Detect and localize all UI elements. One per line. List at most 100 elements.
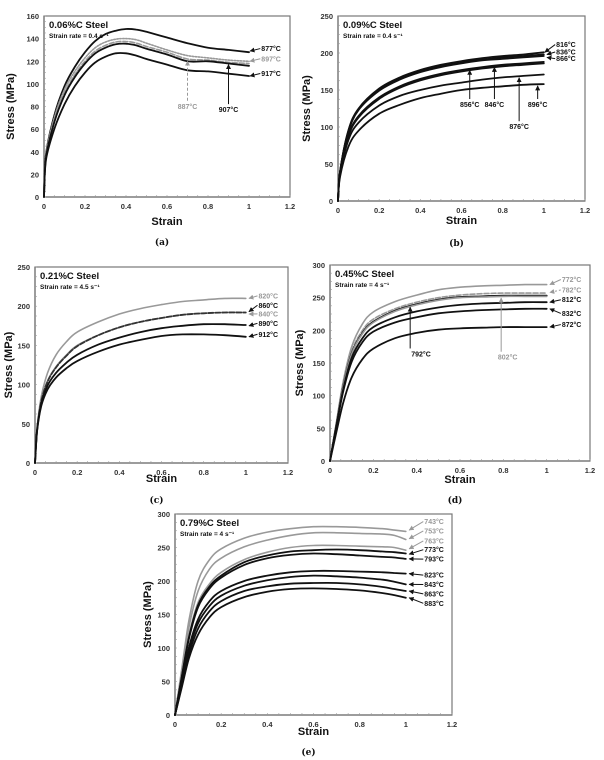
x-axis-label: Strain (446, 215, 477, 227)
x-axis-label: Strain (146, 473, 177, 485)
series-line-773C (174, 548, 407, 716)
series-line-877C (43, 28, 250, 198)
annotation-label: 917°C (261, 70, 281, 78)
y-tick-label: 0 (26, 459, 30, 468)
panel-d: 0 0.2 0.4 0.6 0.8 1 1.2 0 50 100 150 200 250 300 Strai… (294, 261, 595, 506)
x-tick-label: 0.6 (455, 466, 465, 475)
annotation-label: 863°C (424, 590, 444, 598)
series-line-823C (174, 569, 407, 716)
series-line-912C (34, 333, 247, 464)
y-tick-label: 50 (317, 424, 325, 433)
panel-title: 0.06%C Steel (49, 20, 108, 31)
annotation-label: 856°C (460, 101, 480, 109)
y-tick-label: 50 (325, 160, 333, 169)
y-tick-label: 160 (26, 12, 39, 21)
series-line-763C (174, 544, 407, 716)
annotation-arrow (546, 50, 556, 56)
panel-caption: (a) (155, 237, 169, 248)
x-tick-label: 1.2 (580, 206, 590, 215)
annotation-label: 872°C (562, 321, 582, 329)
plot-frame (174, 513, 453, 716)
x-tick-label: 0.8 (498, 466, 508, 475)
series-line-793C (174, 552, 407, 716)
annotation-label: 772°C (562, 276, 582, 284)
annotation-arrow (549, 289, 561, 294)
annotation-arrow (248, 322, 258, 327)
series-line-820C (34, 297, 247, 464)
y-tick-label: 200 (320, 49, 333, 58)
series-line-866C (337, 55, 545, 202)
x-tick-label: 1 (247, 202, 251, 211)
panel-c: 0 0.2 0.4 0.6 0.8 1 1.2 0 50 100 150 200 250 Strain St… (3, 263, 293, 506)
x-tick-label: 1 (404, 720, 408, 729)
x-tick-label: 0.6 (156, 468, 166, 477)
annotation-arrow (249, 57, 261, 63)
annotation-label: 877°C (261, 45, 281, 53)
annotation-label: 753°C (424, 527, 444, 535)
panel-b: 0 0.2 0.4 0.6 0.8 1 1.2 0 50 100 150 200 250 Strain St… (301, 12, 590, 249)
y-tick-label: 0 (321, 457, 325, 466)
series-line-792C (329, 294, 548, 462)
annotation-label: 876°C (509, 123, 529, 131)
panel-caption: (e) (301, 747, 315, 758)
annotation-label: 763°C (424, 537, 444, 545)
y-tick-label: 200 (312, 326, 325, 335)
annotation-label: 866°C (556, 55, 576, 63)
x-tick-label: 0 (33, 468, 37, 477)
y-tick-label: 150 (157, 611, 170, 620)
annotation-label: 840°C (258, 310, 278, 318)
annotation-arrow (549, 323, 561, 329)
x-tick-label: 0.2 (80, 202, 90, 211)
y-tick-label: 0 (329, 197, 333, 206)
series-line-772C (329, 283, 548, 462)
y-tick-label: 0 (35, 193, 39, 202)
panel-title: 0.79%C Steel (180, 518, 239, 529)
series-line-812C (329, 301, 548, 462)
panel-caption: (c) (150, 495, 164, 506)
panel-caption: (b) (449, 238, 464, 249)
x-tick-label: 0.4 (415, 206, 426, 215)
annotation-label: 782°C (562, 286, 582, 294)
x-tick-label: 1.2 (447, 720, 457, 729)
x-tick-label: 0.6 (456, 206, 466, 215)
x-tick-label: 1 (545, 466, 549, 475)
annotation-label: 773°C (424, 546, 444, 554)
y-axis-label: Stress (MPa) (301, 75, 313, 142)
x-tick-label: 0.4 (262, 720, 273, 729)
panel-title: 0.09%C Steel (343, 20, 402, 31)
series-line-883C (174, 587, 407, 716)
x-tick-label: 1.2 (283, 468, 293, 477)
x-tick-label: 0.8 (203, 202, 213, 211)
annotation-arrow (248, 333, 258, 338)
x-axis-label: Strain (444, 474, 475, 486)
annotation-arrow (408, 530, 424, 540)
annotation-label: 836°C (556, 48, 576, 56)
y-tick-label: 250 (312, 294, 325, 303)
annotation-label: 812°C (562, 296, 582, 304)
annotation-label: 843°C (424, 581, 444, 589)
y-axis-label: Stress (MPa) (5, 73, 17, 140)
series-line-846C (337, 61, 545, 202)
panel-e: 0 0.2 0.4 0.6 0.8 1 1.2 0 50 100 150 200 250 300 Strai… (142, 510, 457, 758)
x-tick-label: 0.4 (411, 466, 422, 475)
annotation-label: 820°C (258, 292, 278, 300)
y-tick-label: 200 (17, 302, 30, 311)
y-tick-label: 250 (17, 263, 30, 272)
panel-subtitle: Strain rate = 0.4 s⁻¹ (343, 33, 403, 40)
x-tick-label: 0.2 (368, 466, 378, 475)
panel-subtitle: Strain rate = 4 s⁻¹ (335, 282, 389, 289)
y-tick-label: 20 (31, 170, 39, 179)
annotation-arrow (248, 304, 258, 313)
annotation-arrow (408, 540, 424, 550)
y-tick-label: 140 (26, 35, 39, 44)
annotation-arrow (549, 279, 562, 286)
x-tick-label: 1 (244, 468, 248, 477)
series-line-863C (174, 581, 407, 716)
y-axis-label: Stress (MPa) (142, 581, 154, 648)
series-line-876C (337, 73, 545, 202)
x-tick-label: 0.8 (198, 468, 208, 477)
annotation-arrow (408, 549, 424, 556)
x-tick-label: 0.2 (72, 468, 82, 477)
y-tick-label: 40 (31, 148, 39, 157)
y-tick-label: 100 (26, 80, 39, 89)
